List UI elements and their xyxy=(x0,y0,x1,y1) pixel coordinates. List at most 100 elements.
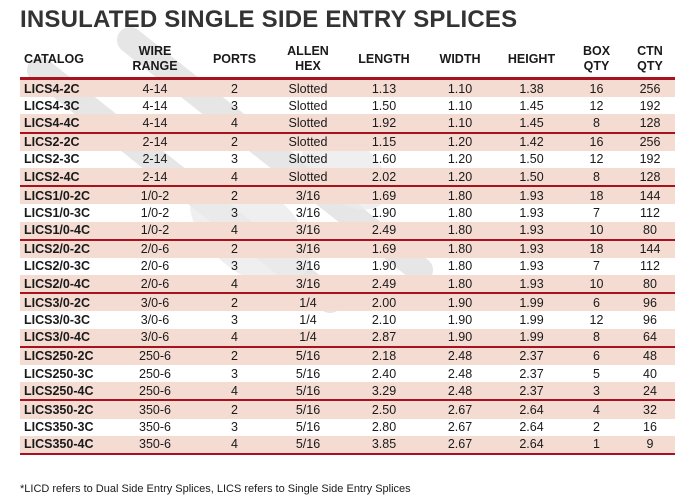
table-row: LICS3/0-2C 3/0-6 2 1/4 2.00 1.90 1.99 6 96 xyxy=(20,293,675,312)
cell-length: 3.29 xyxy=(343,382,425,402)
cell-allen: 5/16 xyxy=(295,420,321,435)
table-row: LICS4-2C 4-14 2 Slotted 1.13 1.10 1.38 16 256 xyxy=(20,78,675,98)
cell-width: 1.20 xyxy=(425,132,495,151)
table-row: LICS350-3C 350-6 3 5/16 2.80 2.67 2.64 2 16 xyxy=(20,419,675,436)
cell-ports: 2 xyxy=(196,239,273,258)
cell-allen: 3/16 xyxy=(273,186,343,205)
cell-catalog: LICS1/0-4C xyxy=(20,221,114,241)
cell-height: 2.37 xyxy=(519,366,544,381)
cell-ctn: 144 xyxy=(625,186,675,205)
cell-height: 1.93 xyxy=(495,239,568,258)
cell-wire: 250-6 xyxy=(139,366,171,381)
cell-catalog: LICS3/0-3C xyxy=(24,313,90,328)
cell-wire: 350-6 xyxy=(114,400,196,419)
cell-width: 2.48 xyxy=(425,346,495,365)
table-row: LICS2/0-4C 2/0-6 4 3/16 2.49 1.80 1.93 10 80 xyxy=(20,275,675,295)
cell-allen: 5/16 xyxy=(273,346,343,365)
table-header-row: CATALOG WIRE RANGE PORTS ALLEN HEX LENGTH WIDTH… xyxy=(20,41,675,80)
cell-catalog: LICS2-2C xyxy=(20,132,114,151)
column-header-text: RANGE xyxy=(132,59,178,73)
cell-allen: 5/16 xyxy=(273,400,343,419)
cell-ctn: 96 xyxy=(643,313,657,328)
cell-ctn: 64 xyxy=(625,328,675,348)
table-row: LICS250-3C 250-6 3 5/16 2.40 2.48 2.37 5 40 xyxy=(20,365,675,382)
cell-wire: 2/0-6 xyxy=(114,239,196,258)
cell-width: 1.10 xyxy=(447,98,473,113)
cell-height: 1.45 xyxy=(519,98,544,113)
cell-allen: Slotted xyxy=(273,78,343,98)
column-header-text: LENGTH xyxy=(358,51,410,66)
column-header-text: QTY xyxy=(583,59,610,73)
cell-catalog: LICS2-4C xyxy=(20,167,114,188)
cell-ports: 2 xyxy=(196,346,273,365)
cell-catalog: LICS350-2C xyxy=(20,400,114,419)
cell-ctn: 96 xyxy=(625,293,675,312)
cell-catalog: LICS350-3C xyxy=(24,420,94,435)
cell-ports: 2 xyxy=(196,132,273,151)
cell-ctn: 16 xyxy=(643,420,657,435)
table-row: LICS2/0-3C 2/0-6 3 3/16 1.90 1.80 1.93 7 112 xyxy=(20,258,675,275)
cell-box: 8 xyxy=(568,167,625,188)
cell-wire: 1/0-2 xyxy=(140,205,170,220)
cell-wire: 250-6 xyxy=(114,346,196,365)
cell-width: 1.80 xyxy=(425,221,495,241)
column-header-text: PORTS xyxy=(212,51,257,66)
column-header-text: CTN xyxy=(637,44,663,58)
column-header-text: QTY xyxy=(637,59,663,73)
cell-wire: 3/0-6 xyxy=(114,293,196,312)
table-row: LICS2/0-2C 2/0-6 2 3/16 1.69 1.80 1.93 18 144 xyxy=(20,239,675,258)
cell-ctn: 80 xyxy=(625,275,675,295)
cell-catalog: LICS2/0-4C xyxy=(20,275,114,295)
cell-catalog: LICS250-4C xyxy=(20,382,114,402)
cell-catalog: LICS3/0-2C xyxy=(20,293,114,312)
cell-ports: 4 xyxy=(196,114,273,134)
cell-wire: 2-14 xyxy=(142,152,168,167)
cell-ports: 3 xyxy=(231,420,238,435)
cell-allen: Slotted xyxy=(288,152,328,167)
splice-table: CATALOG WIRE RANGE PORTS ALLEN HEX LENGTH WIDTH… xyxy=(20,41,675,455)
table-row: LICS2-4C 2-14 4 Slotted 2.02 1.20 1.50 8 128 xyxy=(20,167,675,188)
cell-height: 1.93 xyxy=(519,259,544,274)
column-header-text: HEIGHT xyxy=(507,51,556,66)
cell-length: 2.49 xyxy=(343,275,425,295)
cell-allen: 3/16 xyxy=(273,275,343,295)
table-row: LICS4-4C 4-14 4 Slotted 1.92 1.10 1.45 8 128 xyxy=(20,114,675,134)
cell-width: 2.48 xyxy=(447,366,473,381)
cell-catalog: LICS1/0-2C xyxy=(20,186,114,205)
cell-height: 1.45 xyxy=(495,114,568,134)
cell-catalog: LICS2-3C xyxy=(24,152,80,167)
cell-ports: 4 xyxy=(196,435,273,455)
cell-allen: 5/16 xyxy=(295,366,321,381)
cell-wire: 2/0-6 xyxy=(114,275,196,295)
cell-catalog: LICS1/0-3C xyxy=(24,205,90,220)
cell-catalog: LICS250-3C xyxy=(24,366,94,381)
cell-length: 1.90 xyxy=(371,205,397,220)
cell-ctn: 80 xyxy=(625,221,675,241)
cell-ctn: 24 xyxy=(625,382,675,402)
cell-ports: 2 xyxy=(196,186,273,205)
cell-wire: 2-14 xyxy=(114,132,196,151)
cell-ctn: 256 xyxy=(625,78,675,98)
cell-ctn: 112 xyxy=(640,205,660,220)
column-header-allen: ALLEN HEX xyxy=(273,41,343,80)
page-title: INSULATED SINGLE SIDE ENTRY SPLICES xyxy=(20,6,518,33)
cell-box: 10 xyxy=(568,221,625,241)
cell-ctn: 128 xyxy=(625,167,675,188)
table-row: LICS2-3C 2-14 3 Slotted 1.60 1.20 1.50 12 192 xyxy=(20,151,675,168)
table-row: LICS1/0-3C 1/0-2 3 3/16 1.90 1.80 1.93 7 112 xyxy=(20,204,675,221)
table-row: LICS2-2C 2-14 2 Slotted 1.15 1.20 1.42 16 256 xyxy=(20,132,675,151)
cell-ctn: 144 xyxy=(625,239,675,258)
cell-allen: 3/16 xyxy=(273,221,343,241)
cell-box: 6 xyxy=(568,293,625,312)
cell-width: 1.80 xyxy=(425,239,495,258)
cell-length: 3.85 xyxy=(343,435,425,455)
cell-width: 1.90 xyxy=(447,313,473,328)
cell-length: 1.92 xyxy=(343,114,425,134)
cell-height: 2.64 xyxy=(519,420,544,435)
cell-ports: 4 xyxy=(196,167,273,188)
cell-ports: 3 xyxy=(231,152,238,167)
cell-box: 5 xyxy=(593,366,600,381)
cell-box: 3 xyxy=(568,382,625,402)
cell-width: 1.20 xyxy=(447,152,473,167)
cell-catalog: LICS4-3C xyxy=(24,98,80,113)
